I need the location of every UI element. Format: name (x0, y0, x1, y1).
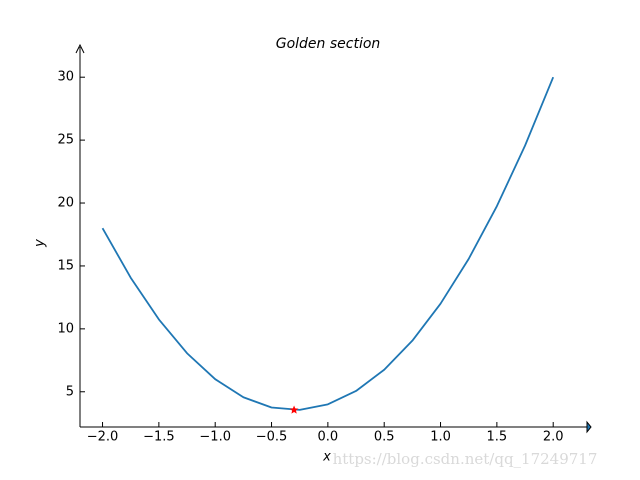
x-tick-label: 0.5 (374, 430, 395, 445)
x-tick-label: 1.0 (430, 430, 451, 445)
x-tick-label: −1.0 (199, 430, 231, 445)
y-tick-label: 20 (57, 196, 74, 211)
y-axis-arrow (75, 43, 85, 54)
y-tick-label: 25 (57, 133, 74, 148)
x-tick-label: −0.5 (256, 430, 288, 445)
x-tick-label: −2.0 (87, 430, 119, 445)
x-tick-label: 1.5 (487, 430, 508, 445)
chart-title: Golden section (276, 36, 381, 52)
y-tick-label: 30 (57, 70, 74, 85)
line (101, 76, 555, 411)
y-tick-label: 15 (57, 258, 74, 273)
min-marker (289, 405, 299, 414)
y-tick-label: 10 (57, 321, 74, 336)
x-axis-arrow (586, 420, 592, 434)
watermark: https://blog.csdn.net/qq_17249717 (333, 450, 598, 468)
x-tick-label: −1.5 (143, 430, 175, 445)
y-tick-label: 5 (66, 384, 74, 399)
x-tick-label: 2.0 (543, 430, 564, 445)
y-axis-label: y (33, 239, 48, 248)
x-tick-label: 0.0 (318, 430, 339, 445)
x-axis-label: x (322, 450, 331, 465)
